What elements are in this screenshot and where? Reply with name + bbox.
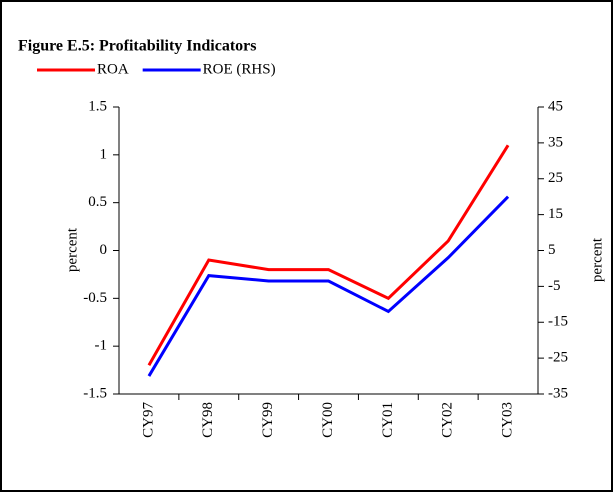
- y2-tick-label: -25: [548, 350, 568, 366]
- y2-tick-label: 15: [548, 206, 563, 222]
- y-tick-label: 0.5: [88, 194, 107, 210]
- x-tick-label: CY98: [200, 402, 216, 438]
- series-line: [147, 195, 510, 377]
- y-axis-label: percent: [64, 227, 80, 272]
- y2-tick-label: 45: [548, 98, 563, 114]
- x-tick-label: CY00: [320, 402, 336, 438]
- x-tick-label: CY01: [380, 402, 396, 438]
- series-line: [147, 144, 510, 367]
- y-tick-label: 1: [100, 146, 108, 162]
- y2-tick-label: -15: [548, 314, 568, 330]
- y2-tick-label: 5: [548, 242, 556, 258]
- y-tick-label: 0: [100, 242, 108, 258]
- y2-tick-label: -5: [548, 278, 561, 294]
- y2-axis-label: percent: [589, 237, 605, 282]
- x-tick-label: CY02: [440, 402, 456, 438]
- x-tick-label: CY03: [500, 402, 516, 438]
- y2-tick-label: -35: [548, 385, 568, 401]
- chart-title: Figure E.5: Profitability Indicators: [18, 38, 257, 55]
- y2-tick-label: 25: [548, 170, 563, 186]
- x-tick-label: CY97: [140, 402, 156, 438]
- legend-label: ROE (RHS): [203, 61, 276, 77]
- y-tick-label: 1.5: [88, 98, 107, 114]
- legend-label: ROA: [97, 61, 129, 77]
- y-tick-label: -1: [95, 338, 108, 354]
- y-tick-label: -0.5: [83, 290, 107, 306]
- x-tick-label: CY99: [260, 402, 276, 438]
- y-tick-label: -1.5: [83, 385, 107, 401]
- y2-tick-label: 35: [548, 134, 563, 150]
